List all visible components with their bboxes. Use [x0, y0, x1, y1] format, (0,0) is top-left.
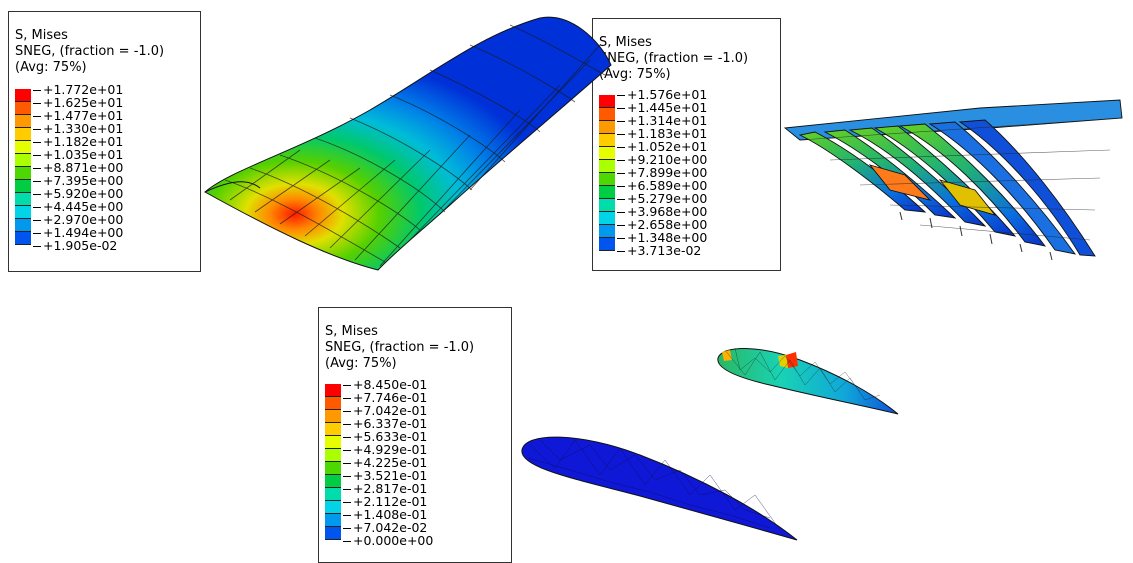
legend-color-swatch	[599, 108, 615, 121]
legend-value: +1.182e+01	[33, 135, 123, 148]
wing-panel-model	[204, 16, 612, 271]
legend-value: +6.337e-01	[343, 417, 427, 430]
legend-color-bar	[325, 384, 341, 540]
legend-value: +1.625e+01	[33, 96, 123, 109]
legend-value: +3.968e+00	[617, 205, 707, 218]
legend-avg: (Avg: 75%)	[599, 67, 671, 82]
legend-color-swatch	[325, 527, 341, 540]
airfoil-section-stressed	[717, 347, 899, 415]
legend-color-swatch	[325, 514, 341, 527]
legend-color-swatch	[325, 397, 341, 410]
legend-color-swatch	[599, 121, 615, 134]
legend-value: +6.589e+00	[617, 179, 707, 192]
legend-value: +2.817e-01	[343, 482, 427, 495]
legend-avg: (Avg: 75%)	[325, 356, 397, 371]
legend-color-swatch	[599, 238, 615, 251]
legend-subtitle: SNEG, (fraction = -1.0)	[15, 44, 165, 59]
legend-color-swatch	[325, 501, 341, 514]
legend-panel-2: S, Mises SNEG, (fraction = -1.0) (Avg: 7…	[592, 18, 781, 271]
legend-panel-1: S, Mises SNEG, (fraction = -1.0) (Avg: 7…	[8, 11, 201, 272]
legend-value: +1.035e+01	[33, 148, 123, 161]
legend-value: +1.445e+01	[617, 101, 707, 114]
legend-color-swatch	[599, 134, 615, 147]
legend-color-swatch	[15, 180, 31, 193]
legend-value: +2.658e+00	[617, 218, 707, 231]
legend-subtitle: SNEG, (fraction = -1.0)	[325, 340, 475, 355]
legend-color-swatch	[325, 488, 341, 501]
legend-value: +5.279e+00	[617, 192, 707, 205]
legend-color-swatch	[15, 89, 31, 102]
legend-title: S, Mises	[15, 28, 68, 43]
legend-value: +1.052e+01	[617, 140, 707, 153]
legend-color-swatch	[325, 384, 341, 397]
legend-color-swatch	[325, 436, 341, 449]
legend-color-swatch	[15, 193, 31, 206]
legend-value: +5.633e-01	[343, 430, 427, 443]
legend-value: +1.576e+01	[617, 88, 707, 101]
legend-value: +1.408e-01	[343, 508, 427, 521]
legend-value: +1.183e+01	[617, 127, 707, 140]
legend-value: +2.112e-01	[343, 495, 427, 508]
legend-value: +7.042e-02	[343, 521, 427, 534]
legend-color-bar	[15, 89, 31, 245]
legend-color-swatch	[599, 147, 615, 160]
legend-color-bar	[599, 95, 615, 251]
legend-value: +9.210e+00	[617, 153, 707, 166]
legend-color-swatch	[599, 186, 615, 199]
legend-value: +7.042e-01	[343, 404, 427, 417]
legend-color-swatch	[15, 115, 31, 128]
legend-value: +1.330e+01	[33, 122, 123, 135]
legend-color-swatch	[15, 167, 31, 180]
legend-value: +1.314e+01	[617, 114, 707, 127]
legend-color-swatch	[599, 160, 615, 173]
legend-color-swatch	[599, 95, 615, 108]
legend-title: S, Mises	[599, 35, 652, 50]
legend-value: +3.713e-02	[617, 244, 701, 257]
legend-color-swatch	[325, 423, 341, 436]
legend-color-swatch	[15, 232, 31, 245]
legend-value: +1.905e-02	[33, 239, 117, 252]
legend-color-swatch	[599, 225, 615, 238]
legend-value: +1.348e+00	[617, 231, 707, 244]
legend-color-swatch	[15, 128, 31, 141]
legend-color-swatch	[15, 102, 31, 115]
legend-value: +0.000e+00	[343, 534, 433, 547]
legend-color-swatch	[325, 475, 341, 488]
legend-title: S, Mises	[325, 324, 378, 339]
legend-color-swatch	[599, 173, 615, 186]
legend-value: +7.899e+00	[617, 166, 707, 179]
legend-value: +8.871e+00	[33, 161, 123, 174]
legend-color-swatch	[325, 410, 341, 423]
legend-value: +5.920e+00	[33, 187, 123, 200]
airfoil-section-unstressed	[521, 436, 798, 541]
legend-value: +1.494e+00	[33, 226, 123, 239]
legend-value: +4.225e-01	[343, 456, 427, 469]
legend-value: +4.445e+00	[33, 200, 123, 213]
legend-value: +8.450e-01	[343, 378, 427, 391]
legend-color-swatch	[15, 141, 31, 154]
legend-color-swatch	[599, 212, 615, 225]
legend-subtitle: SNEG, (fraction = -1.0)	[599, 51, 749, 66]
legend-value: +2.970e+00	[33, 213, 123, 226]
legend-color-swatch	[599, 199, 615, 212]
legend-color-swatch	[15, 219, 31, 232]
legend-value: +3.521e-01	[343, 469, 427, 482]
ribbed-wing-model	[783, 99, 1123, 261]
legend-panel-3: S, Mises SNEG, (fraction = -1.0) (Avg: 7…	[318, 307, 512, 563]
legend-value: +7.746e-01	[343, 391, 427, 404]
legend-value: +4.929e-01	[343, 443, 427, 456]
legend-color-swatch	[15, 206, 31, 219]
legend-value: +1.772e+01	[33, 83, 123, 96]
legend-color-swatch	[325, 449, 341, 462]
legend-avg: (Avg: 75%)	[15, 60, 87, 75]
legend-value: +7.395e+00	[33, 174, 123, 187]
legend-color-swatch	[15, 154, 31, 167]
legend-value: +1.477e+01	[33, 109, 123, 122]
legend-color-swatch	[325, 462, 341, 475]
